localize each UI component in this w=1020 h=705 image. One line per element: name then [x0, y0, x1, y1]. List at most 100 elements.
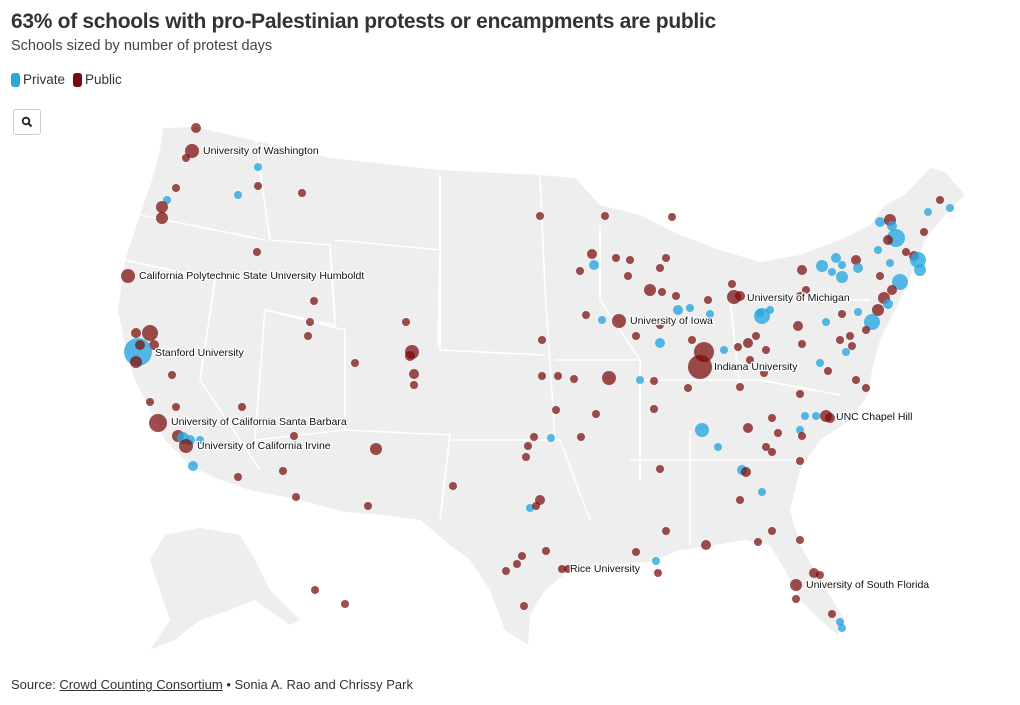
public-school-dot[interactable] [741, 467, 751, 477]
public-school-dot[interactable] [587, 249, 597, 259]
public-school-dot[interactable] [522, 453, 530, 461]
public-school-dot[interactable] [796, 390, 804, 398]
public-school-dot[interactable] [734, 343, 742, 351]
private-school-dot[interactable] [883, 299, 893, 309]
public-school-dot[interactable] [121, 269, 135, 283]
public-school-dot[interactable] [558, 565, 566, 573]
public-school-dot[interactable] [650, 377, 658, 385]
public-school-dot[interactable] [520, 602, 528, 610]
private-school-dot[interactable] [758, 488, 766, 496]
public-school-dot[interactable] [684, 384, 692, 392]
public-school-dot[interactable] [828, 610, 836, 618]
public-school-dot[interactable] [746, 356, 754, 364]
public-school-dot[interactable] [656, 465, 664, 473]
private-school-dot[interactable] [196, 436, 204, 444]
public-school-dot[interactable] [902, 248, 910, 256]
public-school-dot[interactable] [518, 552, 526, 560]
public-school-dot[interactable] [179, 439, 193, 453]
public-school-dot[interactable] [538, 336, 546, 344]
public-school-dot[interactable] [825, 413, 835, 423]
public-school-dot[interactable] [502, 567, 510, 575]
private-school-dot[interactable] [838, 624, 846, 632]
public-school-dot[interactable] [577, 433, 585, 441]
public-school-dot[interactable] [632, 548, 640, 556]
public-school-dot[interactable] [836, 336, 844, 344]
public-school-dot[interactable] [654, 569, 662, 577]
public-school-dot[interactable] [536, 212, 544, 220]
public-school-dot[interactable] [341, 600, 349, 608]
public-school-dot[interactable] [662, 527, 670, 535]
public-school-dot[interactable] [149, 340, 159, 350]
public-school-dot[interactable] [279, 467, 287, 475]
private-school-dot[interactable] [842, 348, 850, 356]
public-school-dot[interactable] [802, 286, 810, 294]
public-school-dot[interactable] [743, 338, 753, 348]
public-school-dot[interactable] [846, 332, 854, 340]
private-school-dot[interactable] [838, 261, 846, 269]
public-school-dot[interactable] [760, 369, 768, 377]
public-school-dot[interactable] [602, 371, 616, 385]
public-school-dot[interactable] [552, 406, 560, 414]
public-school-dot[interactable] [658, 288, 666, 296]
public-school-dot[interactable] [254, 182, 262, 190]
public-school-dot[interactable] [762, 443, 770, 451]
private-school-dot[interactable] [946, 204, 954, 212]
public-school-dot[interactable] [792, 595, 800, 603]
public-school-dot[interactable] [292, 493, 300, 501]
public-school-dot[interactable] [736, 383, 744, 391]
public-school-dot[interactable] [736, 496, 744, 504]
public-school-dot[interactable] [774, 429, 782, 437]
public-school-dot[interactable] [168, 371, 176, 379]
public-school-dot[interactable] [688, 336, 696, 344]
private-school-dot[interactable] [924, 208, 932, 216]
public-school-dot[interactable] [862, 384, 870, 392]
public-school-dot[interactable] [449, 482, 457, 490]
private-school-dot[interactable] [914, 264, 926, 276]
public-school-dot[interactable] [624, 272, 632, 280]
public-school-dot[interactable] [793, 321, 803, 331]
public-school-dot[interactable] [650, 405, 658, 413]
public-school-dot[interactable] [768, 414, 776, 422]
private-school-dot[interactable] [234, 191, 242, 199]
public-school-dot[interactable] [538, 372, 546, 380]
public-school-dot[interactable] [768, 527, 776, 535]
private-school-dot[interactable] [812, 412, 820, 420]
private-school-dot[interactable] [828, 268, 836, 276]
public-school-dot[interactable] [762, 346, 770, 354]
private-school-dot[interactable] [652, 557, 660, 565]
public-school-dot[interactable] [612, 254, 620, 262]
private-school-dot[interactable] [875, 217, 885, 227]
public-school-dot[interactable] [364, 502, 372, 510]
public-school-dot[interactable] [796, 457, 804, 465]
private-school-dot[interactable] [886, 259, 894, 267]
private-school-dot[interactable] [910, 252, 926, 268]
public-school-dot[interactable] [135, 340, 145, 350]
public-school-dot[interactable] [626, 256, 634, 264]
public-school-dot[interactable] [872, 304, 884, 316]
private-school-dot[interactable] [892, 274, 908, 290]
public-school-dot[interactable] [524, 442, 532, 450]
public-school-dot[interactable] [704, 296, 712, 304]
public-school-dot[interactable] [936, 196, 944, 204]
public-school-dot[interactable] [662, 254, 670, 262]
public-school-dot[interactable] [668, 213, 676, 221]
public-school-dot[interactable] [797, 265, 807, 275]
public-school-dot[interactable] [790, 579, 802, 591]
public-school-dot[interactable] [238, 403, 246, 411]
public-school-dot[interactable] [298, 189, 306, 197]
public-school-dot[interactable] [410, 381, 418, 389]
public-school-dot[interactable] [142, 325, 158, 341]
public-school-dot[interactable] [530, 433, 538, 441]
private-school-dot[interactable] [589, 260, 599, 270]
public-school-dot[interactable] [409, 369, 419, 379]
private-school-dot[interactable] [547, 434, 555, 442]
public-school-dot[interactable] [656, 321, 664, 329]
public-school-dot[interactable] [306, 318, 314, 326]
public-school-dot[interactable] [542, 547, 550, 555]
public-school-dot[interactable] [851, 255, 861, 265]
public-school-dot[interactable] [816, 571, 824, 579]
public-school-dot[interactable] [182, 154, 190, 162]
public-school-dot[interactable] [592, 410, 600, 418]
public-school-dot[interactable] [796, 292, 804, 300]
public-school-dot[interactable] [234, 473, 242, 481]
